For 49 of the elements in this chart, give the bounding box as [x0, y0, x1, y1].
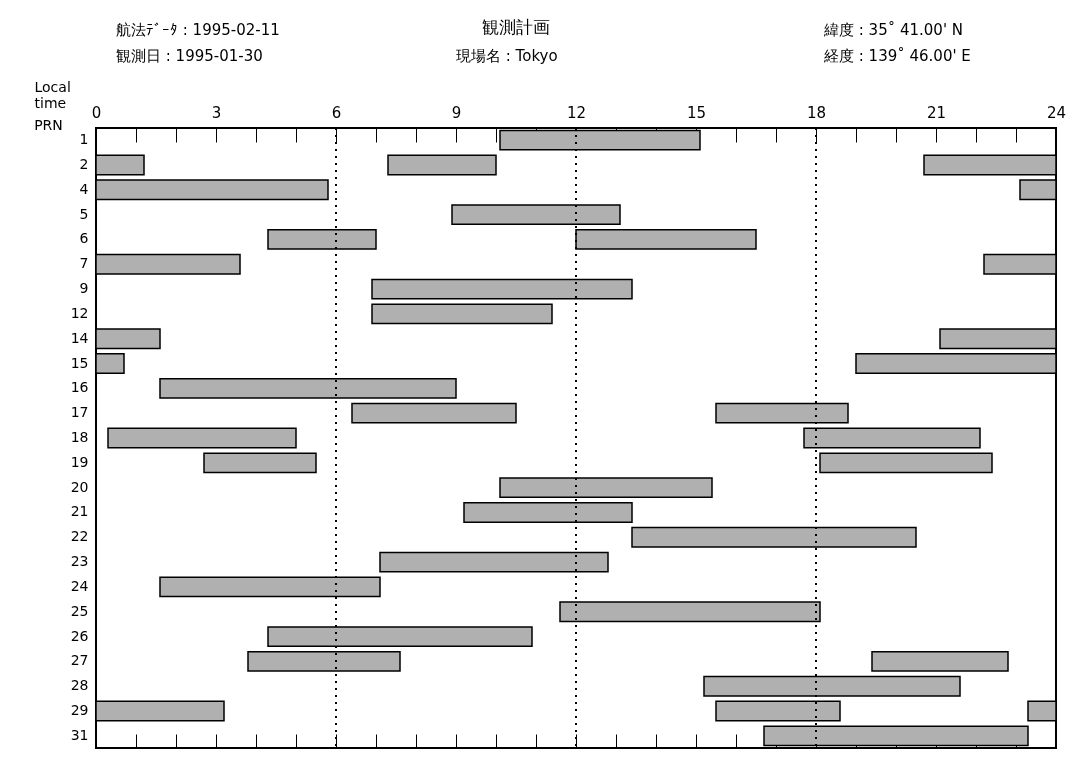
y-tick-label: 25 [70, 602, 89, 619]
y-axis-title: PRN [34, 116, 63, 133]
chart-title: 観測計画 [482, 17, 550, 37]
y-tick-label: 5 [79, 205, 89, 222]
text: 緯度 : 35˚ 41.00' N [823, 21, 963, 39]
y-tick-label: 26 [70, 627, 89, 644]
y-tick-label: 7 [79, 255, 89, 272]
y-tick-label: 24 [70, 577, 89, 594]
y-tick-label: 14 [70, 329, 89, 346]
y-tick-label: 19 [70, 453, 89, 470]
x-tick-label: 24 [1046, 103, 1067, 122]
x-tick-label: 9 [451, 103, 462, 122]
y-tick-label: 18 [70, 429, 89, 445]
text: 観測日 : 1995-01-30 [116, 47, 263, 65]
x-tick-label: 0 [91, 103, 102, 122]
text: 航法ﾃﾞｰﾀ : 1995-02-11 [116, 21, 280, 39]
bar [371, 303, 553, 325]
y-tick-label: 23 [70, 553, 89, 570]
bar [387, 154, 497, 176]
x-axis-title: Local time [34, 78, 71, 111]
bar [203, 452, 317, 474]
y-tick-label: 16 [70, 379, 89, 396]
y-tick-label: 12 [70, 304, 89, 321]
x-tick-label: 3 [211, 103, 222, 122]
text: 経度 : 139˚ 46.00' E [823, 47, 971, 65]
y-tick-label: 2 [79, 155, 89, 172]
y-tick-label: 15 [70, 354, 89, 371]
x-tick-label: 12 [566, 103, 587, 122]
y-tick-label: 6 [79, 230, 89, 247]
x-tick-label: 15 [686, 103, 707, 122]
y-tick-label: 28 [70, 677, 89, 694]
y-tick-label: 1 [79, 131, 89, 148]
y-tick-label: 21 [70, 503, 89, 520]
x-tick-label: 18 [806, 103, 827, 122]
y-tick-label: 20 [70, 478, 89, 495]
text: 現場名 : Tokyo [456, 47, 558, 65]
bar [819, 452, 993, 474]
y-tick-label: 4 [79, 180, 89, 197]
y-tick-label: 9 [79, 280, 89, 297]
x-tick-label: 21 [926, 103, 947, 122]
bar [871, 650, 1009, 672]
bar [107, 427, 297, 449]
y-tick-label: 27 [70, 652, 89, 669]
x-tick-label: 6 [331, 103, 342, 122]
bar [351, 402, 517, 424]
y-tick-label: 17 [70, 404, 89, 421]
y-tick-label: 22 [70, 528, 89, 545]
y-tick-label: 31 [70, 726, 89, 743]
y-tick-label: 29 [70, 702, 89, 719]
